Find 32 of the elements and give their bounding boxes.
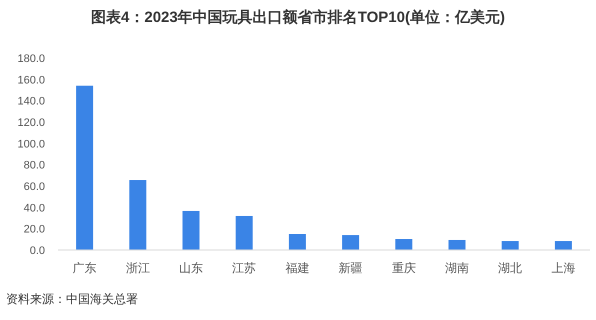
y-tick-label: 160.0 (17, 74, 45, 86)
x-tick-label: 福建 (285, 261, 310, 275)
y-tick-label: 100.0 (17, 138, 45, 150)
x-tick-label: 湖北 (498, 261, 522, 275)
x-tick-label: 浙江 (126, 261, 150, 275)
bar (554, 241, 572, 250)
x-tick-label: 山东 (179, 261, 203, 275)
bar (395, 239, 412, 250)
bar (182, 210, 200, 250)
bar (129, 180, 146, 250)
y-tick-label: 180.0 (17, 53, 45, 65)
x-tick-label: 广东 (72, 261, 97, 275)
x-tick-label: 重庆 (392, 261, 416, 275)
bar (288, 234, 306, 250)
y-tick-label: 0.0 (30, 245, 45, 257)
x-tick-label: 江苏 (232, 261, 256, 275)
bar (448, 240, 466, 250)
bar (342, 235, 360, 250)
y-tick-label: 80.0 (24, 160, 45, 172)
bar (502, 241, 519, 250)
y-tick-label: 140.0 (17, 96, 45, 108)
bar (236, 216, 253, 250)
x-tick-label: 新疆 (338, 261, 363, 275)
x-tick-label: 湖南 (445, 261, 469, 275)
chart-title: 图表4：2023年中国玩具出口额省市排名TOP10(单位：亿美元) (91, 8, 505, 26)
y-tick-label: 120.0 (17, 117, 45, 129)
y-tick-label: 40.0 (24, 202, 45, 214)
x-tick-label: 上海 (551, 261, 576, 275)
y-tick-label: 20.0 (24, 224, 45, 236)
bar (76, 86, 94, 250)
text: 资料来源：中国海关总署 (6, 292, 138, 306)
y-tick-label: 60.0 (24, 181, 45, 193)
